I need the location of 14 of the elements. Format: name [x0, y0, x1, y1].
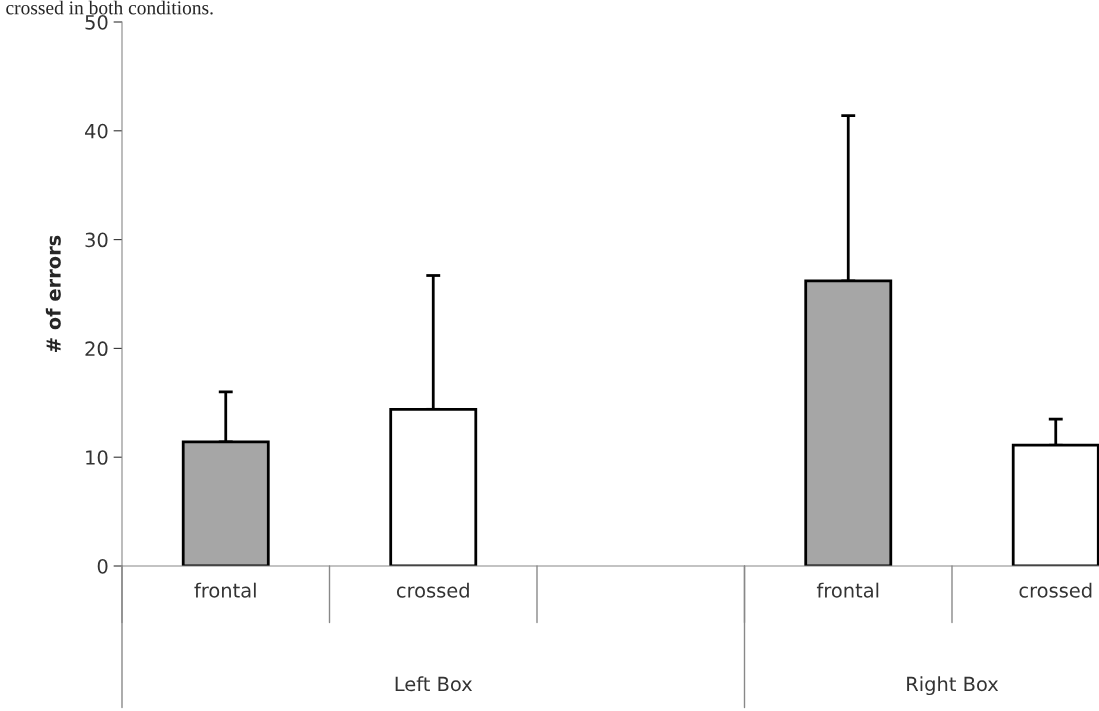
- y-tick-label: 40: [85, 123, 108, 139]
- y-tick-label: 0: [97, 558, 108, 574]
- text: crossed in both conditions.: [6, 0, 213, 15]
- x-tick-label: frontal: [816, 582, 879, 598]
- y-axis-title: # of errors: [45, 235, 61, 352]
- y-tick-label: 20: [85, 341, 108, 357]
- x-tick-label: crossed: [396, 582, 469, 598]
- x-tick-label: crossed: [1019, 582, 1092, 598]
- y-tick-label: 10: [86, 450, 108, 465]
- text: Right Box: [907, 676, 999, 696]
- y-tick-label: 30: [85, 232, 108, 248]
- y-tick-label: 50: [85, 14, 108, 30]
- text: Left Box: [395, 676, 473, 692]
- x-tick-label: frontal: [194, 582, 256, 598]
